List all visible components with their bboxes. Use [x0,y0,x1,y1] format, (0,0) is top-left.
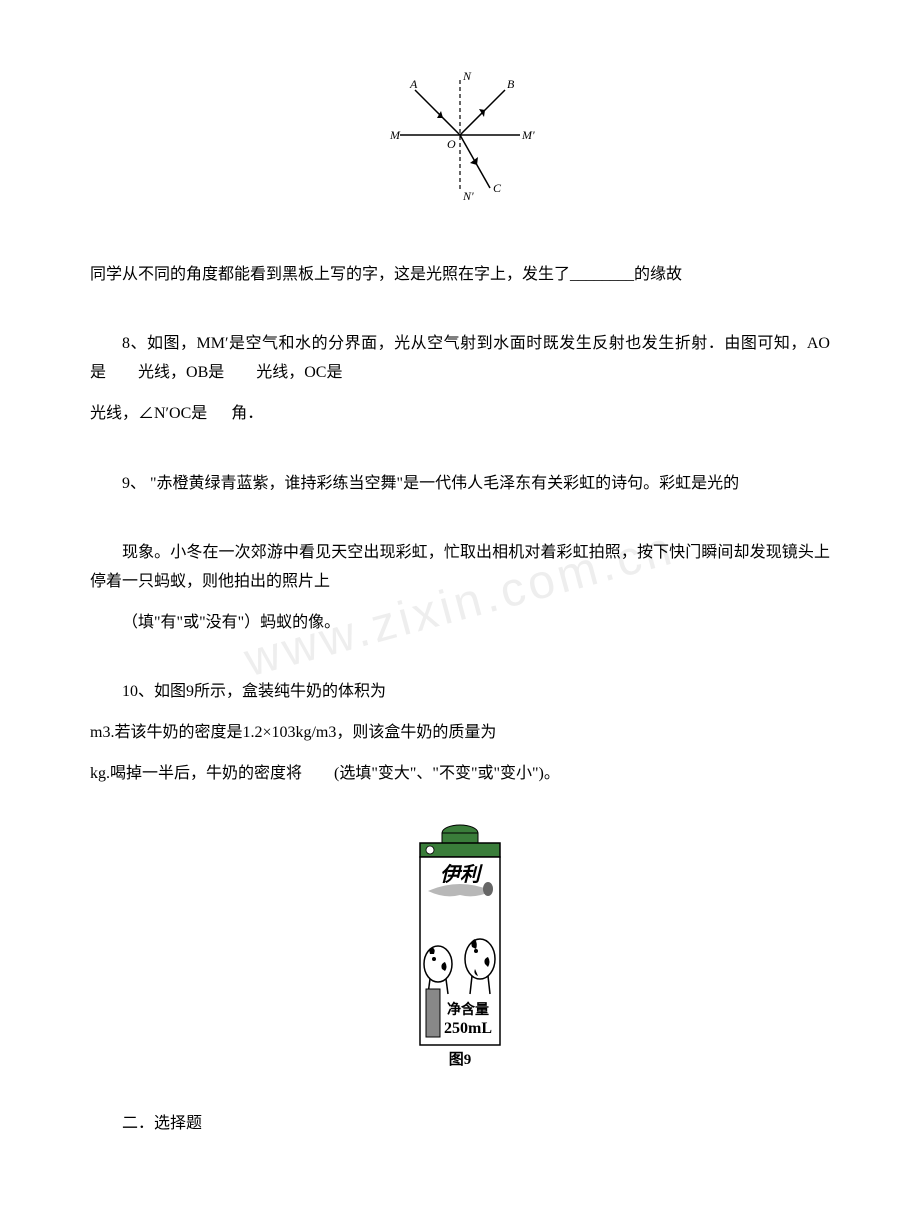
section2-title: 二．选择题 [90,1110,830,1139]
label-O: O [447,137,456,151]
q8-line1: 8、如图，MM′是空气和水的分界面，光从空气射到水面时既发生反射也发生折射．由图… [90,330,830,388]
q9-line3: （填"有"或"没有"）蚂蚁的像。 [90,609,830,638]
q10-line3-text: kg.喝掉一半后，牛奶的密度将 [90,765,302,782]
q8-mid1: 光线，OB是 [138,364,224,381]
label-A: A [409,77,418,91]
q10-line3-suffix: (选填"变大"、"不变"或"变小")。 [334,765,560,782]
q9-line2: 现象。小冬在一次郊游中看见天空出现彩虹，忙取出相机对着彩虹拍照，按下快门瞬间却发… [90,539,830,597]
ray-diagram-svg: A B M M' N N' O C [385,70,535,210]
q8-suffix: 角． [231,405,263,422]
q8-mid2: 光线，OC是 [256,364,342,381]
optics-diagram: A B M M' N N' O C [90,70,830,221]
q8-line2: 光线，∠N′OC是 角． [90,400,830,429]
milk-label-title: 净含量 [447,1001,489,1018]
label-Nprime: N' [462,189,474,203]
q10-line1: 10、如图9所示，盒装纯牛奶的体积为 [90,678,830,707]
milk-volume: 250mL [444,1020,492,1037]
label-Mprime: M' [521,128,535,142]
label-N: N [462,70,472,83]
milk-caption: 图9 [449,1051,472,1068]
label-M: M [389,128,401,142]
milk-brand: 伊利 [440,863,483,886]
label-C: C [493,181,502,195]
label-B: B [507,77,515,91]
page-content: A B M M' N N' O C 同学从不同的角度都能看到黑板上写的字，这是光… [90,70,830,1138]
q10-line2: m3.若该牛奶的密度是1.2×103kg/m3，则该盒牛奶的质量为 [90,719,830,748]
q8-line2-text: 光线，∠N′OC是 [90,405,207,422]
q9-line1: 9、 "赤橙黄绿青蓝紫，谁持彩练当空舞"是一代伟人毛泽东有关彩虹的诗句。彩虹是光… [90,470,830,499]
milk-box-svg: 伊利 [390,819,530,1069]
q10-line3: kg.喝掉一半后，牛奶的密度将 (选填"变大"、"不变"或"变小")。 [90,760,830,789]
milk-box-figure: 伊利 [90,819,830,1080]
q7-text: 同学从不同的角度都能看到黑板上写的字，这是光照在字上，发生了________的缘… [90,261,830,290]
